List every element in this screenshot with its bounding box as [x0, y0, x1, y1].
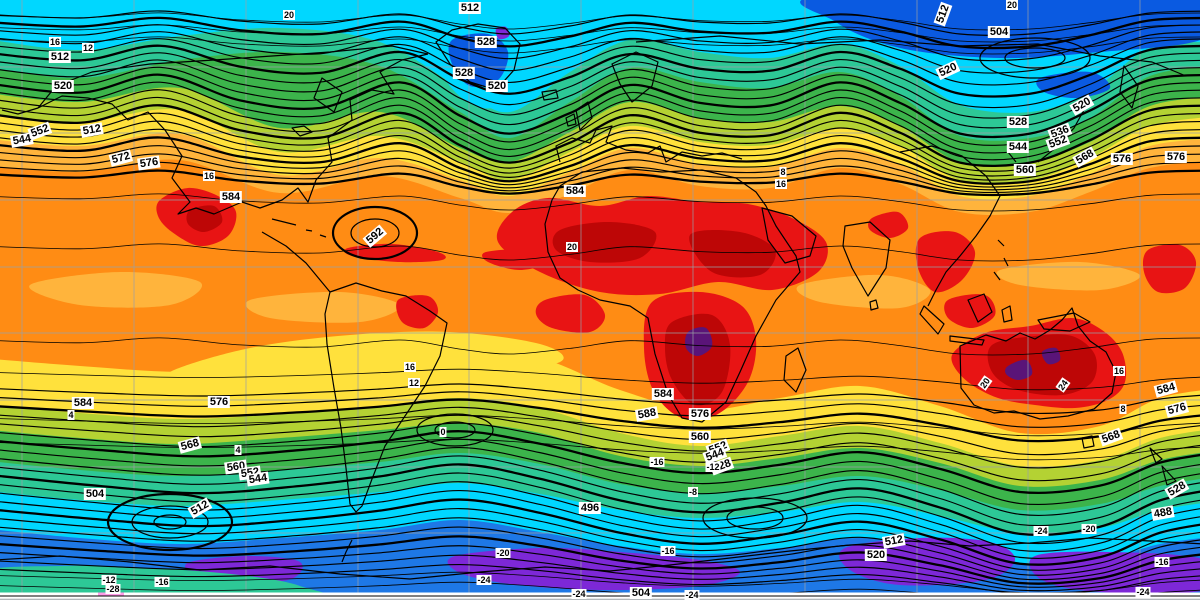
darkred-sahara-e	[689, 230, 776, 278]
amber-patch	[996, 261, 1141, 291]
amber-patch	[29, 271, 203, 308]
purple-spot-australia	[1005, 359, 1033, 380]
contour-layer-thin	[0, 12, 1200, 600]
red-west-pacific	[1142, 244, 1197, 294]
red-indonesia	[944, 294, 996, 329]
amber-patch	[796, 274, 931, 309]
amber-patch	[245, 291, 401, 323]
darkred-sahara-w	[552, 221, 657, 263]
map-frame	[0, 592, 1200, 600]
antarctic-green-plateau	[0, 565, 342, 600]
red-itcz	[535, 294, 606, 333]
red-india-e	[868, 211, 909, 239]
red-brazil	[396, 295, 439, 329]
red-se-asia	[915, 231, 976, 293]
yellow-tongue-south-pacific	[166, 331, 564, 383]
purple-south-1	[447, 547, 740, 591]
purple-spot-africa	[685, 327, 713, 357]
arctic-blue-spot	[1036, 71, 1111, 99]
darkred-mexico	[186, 205, 223, 233]
